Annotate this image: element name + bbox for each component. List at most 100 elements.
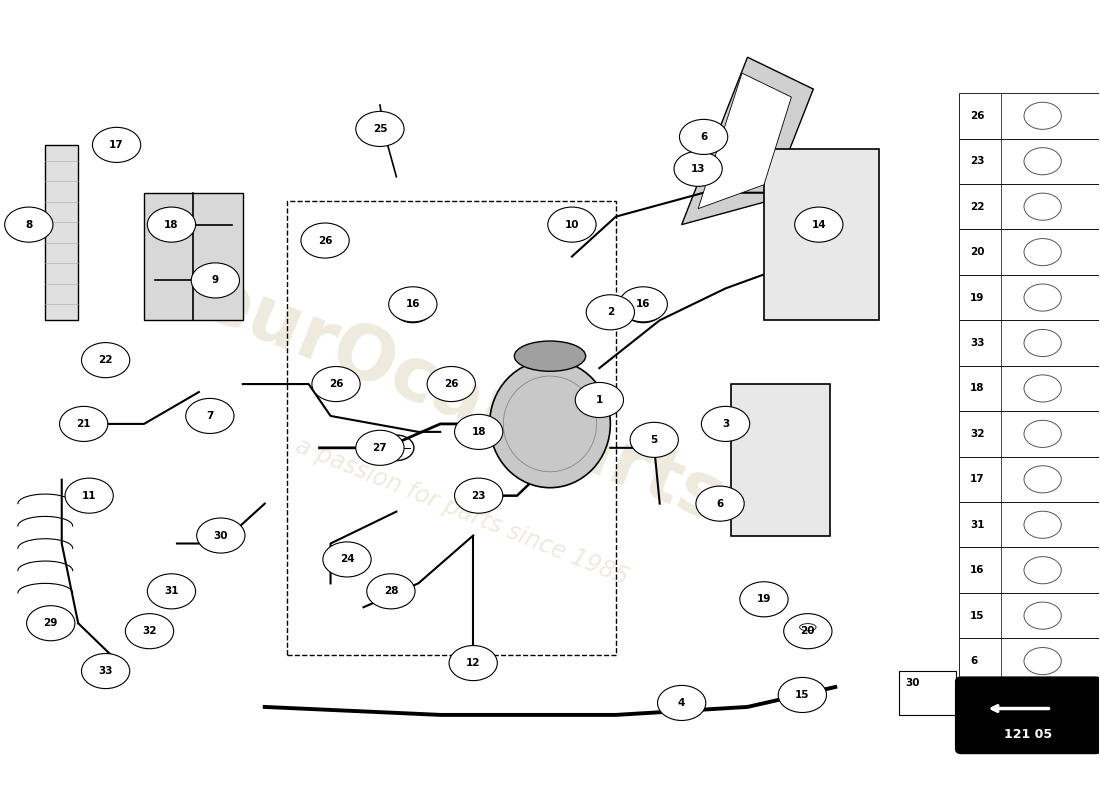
Circle shape (81, 342, 130, 378)
Text: 27: 27 (373, 443, 387, 453)
Text: 25: 25 (373, 124, 387, 134)
Circle shape (154, 574, 189, 600)
Text: 26: 26 (329, 379, 343, 389)
Text: 8: 8 (25, 220, 32, 230)
Text: 2: 2 (607, 307, 614, 318)
Text: 3: 3 (722, 419, 729, 429)
Text: 6: 6 (700, 132, 707, 142)
Circle shape (126, 618, 162, 644)
Circle shape (301, 223, 349, 258)
Text: 5: 5 (650, 435, 658, 445)
Text: 19: 19 (757, 594, 771, 604)
Circle shape (778, 678, 826, 713)
FancyBboxPatch shape (959, 93, 1099, 138)
Circle shape (26, 606, 75, 641)
FancyBboxPatch shape (732, 384, 829, 535)
Circle shape (355, 430, 404, 466)
FancyBboxPatch shape (959, 502, 1099, 547)
FancyBboxPatch shape (959, 275, 1099, 320)
Ellipse shape (789, 619, 826, 635)
Circle shape (366, 574, 415, 609)
Text: 20: 20 (970, 247, 985, 257)
Text: 22: 22 (98, 355, 113, 365)
Ellipse shape (490, 360, 610, 488)
Text: 4: 4 (678, 698, 685, 708)
Text: 20: 20 (801, 626, 815, 636)
Circle shape (147, 207, 196, 242)
Circle shape (427, 366, 475, 402)
Text: 26: 26 (970, 110, 985, 121)
Text: 11: 11 (81, 490, 97, 501)
Circle shape (702, 406, 750, 442)
Text: 6: 6 (970, 656, 978, 666)
Circle shape (658, 686, 706, 721)
Text: 16: 16 (636, 299, 650, 310)
Circle shape (449, 646, 497, 681)
Text: 7: 7 (206, 411, 213, 421)
Circle shape (740, 582, 788, 617)
Text: 26: 26 (318, 235, 332, 246)
Circle shape (388, 286, 437, 322)
Circle shape (454, 414, 503, 450)
Text: 14: 14 (812, 220, 826, 230)
Circle shape (454, 478, 503, 514)
FancyBboxPatch shape (959, 411, 1099, 457)
Text: 6: 6 (716, 498, 724, 509)
FancyBboxPatch shape (959, 638, 1099, 684)
Circle shape (619, 286, 668, 322)
Text: 17: 17 (109, 140, 124, 150)
Circle shape (355, 111, 404, 146)
FancyBboxPatch shape (959, 320, 1099, 366)
FancyBboxPatch shape (959, 457, 1099, 502)
Text: 30: 30 (213, 530, 228, 541)
Circle shape (696, 486, 745, 521)
Circle shape (191, 263, 240, 298)
Text: 28: 28 (384, 586, 398, 596)
Polygon shape (144, 193, 243, 320)
Text: 19: 19 (970, 293, 985, 302)
Circle shape (586, 294, 635, 330)
Circle shape (312, 366, 360, 402)
Text: 16: 16 (970, 566, 985, 575)
Text: 10: 10 (564, 220, 580, 230)
FancyBboxPatch shape (959, 138, 1099, 184)
Text: 32: 32 (142, 626, 157, 636)
Text: a passion for parts since 1985: a passion for parts since 1985 (293, 434, 632, 590)
Ellipse shape (515, 341, 585, 371)
Circle shape (65, 478, 113, 514)
Text: 29: 29 (44, 618, 58, 628)
Text: 24: 24 (340, 554, 354, 565)
FancyBboxPatch shape (956, 678, 1100, 753)
Text: 23: 23 (472, 490, 486, 501)
Text: 15: 15 (795, 690, 810, 700)
Text: 32: 32 (970, 429, 985, 439)
Text: 18: 18 (970, 383, 985, 394)
Circle shape (125, 614, 174, 649)
Text: 9: 9 (212, 275, 219, 286)
Circle shape (323, 542, 371, 577)
FancyBboxPatch shape (959, 593, 1099, 638)
Circle shape (794, 207, 843, 242)
Text: 18: 18 (472, 427, 486, 437)
Text: 13: 13 (691, 164, 705, 174)
FancyBboxPatch shape (959, 547, 1099, 593)
Circle shape (674, 151, 723, 186)
Circle shape (147, 574, 196, 609)
Text: 17: 17 (970, 474, 985, 484)
Text: 33: 33 (98, 666, 113, 676)
Circle shape (680, 119, 728, 154)
Text: 22: 22 (970, 202, 985, 212)
Circle shape (624, 294, 663, 322)
FancyBboxPatch shape (959, 184, 1099, 230)
FancyBboxPatch shape (764, 149, 879, 320)
Polygon shape (45, 145, 78, 320)
Circle shape (4, 207, 53, 242)
Text: 121 05: 121 05 (1004, 728, 1053, 742)
Text: 18: 18 (164, 220, 178, 230)
Text: 21: 21 (76, 419, 91, 429)
Circle shape (81, 654, 130, 689)
Text: 16: 16 (406, 299, 420, 310)
Text: 31: 31 (164, 586, 178, 596)
Circle shape (186, 398, 234, 434)
Circle shape (575, 382, 624, 418)
